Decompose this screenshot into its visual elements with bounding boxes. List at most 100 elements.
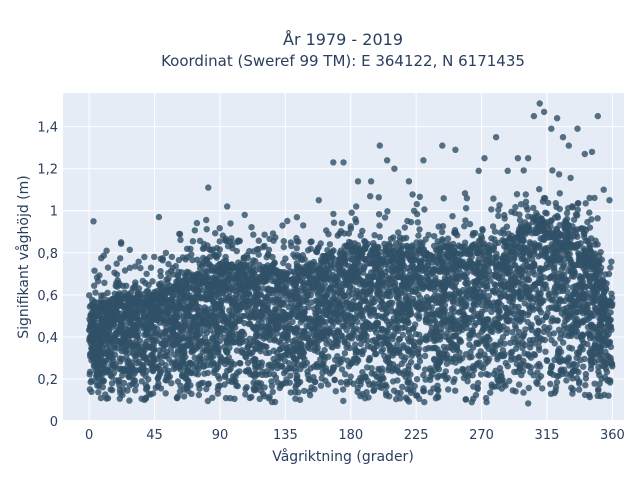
data-point: [528, 322, 534, 328]
data-point: [422, 346, 428, 352]
data-point: [301, 362, 307, 368]
data-point: [239, 349, 245, 355]
data-point: [471, 367, 477, 373]
data-point: [231, 396, 237, 402]
data-point: [580, 364, 586, 370]
data-point: [359, 351, 365, 357]
data-point: [604, 324, 610, 330]
data-point: [164, 373, 170, 379]
data-point: [271, 371, 277, 377]
data-point: [216, 270, 222, 276]
data-point: [552, 340, 558, 346]
data-point: [463, 293, 469, 299]
data-point: [286, 314, 292, 320]
data-point: [284, 337, 290, 343]
data-point: [531, 260, 537, 266]
data-point: [339, 366, 345, 372]
data-point: [475, 380, 481, 386]
data-point: [275, 354, 281, 360]
data-point: [515, 290, 521, 296]
data-point: [258, 292, 264, 298]
data-point: [453, 344, 459, 350]
data-point: [490, 343, 496, 349]
data-point: [417, 358, 423, 364]
data-point: [282, 358, 288, 364]
data-point: [87, 386, 93, 392]
data-point: [217, 301, 223, 307]
data-point: [509, 329, 515, 335]
data-point: [177, 327, 183, 333]
data-point: [448, 315, 454, 321]
data-point: [273, 324, 279, 330]
data-point: [411, 339, 417, 345]
data-point: [490, 255, 496, 261]
data-point: [311, 364, 317, 370]
data-point: [497, 315, 503, 321]
data-point: [551, 267, 557, 273]
data-point: [117, 358, 123, 364]
data-point: [108, 322, 114, 328]
data-point: [361, 297, 367, 303]
data-point: [279, 363, 285, 369]
data-point: [168, 380, 174, 386]
data-point: [240, 329, 246, 335]
data-point: [379, 300, 385, 306]
data-point: [181, 386, 187, 392]
data-point: [593, 307, 599, 313]
data-point: [358, 332, 364, 338]
data-point: [155, 375, 161, 381]
data-point: [541, 237, 547, 243]
data-point: [321, 253, 327, 259]
data-point: [175, 321, 181, 327]
data-point: [234, 304, 240, 310]
data-point: [597, 300, 603, 306]
data-point: [469, 254, 475, 260]
data-point: [483, 323, 489, 329]
data-point: [527, 305, 533, 311]
data-point: [564, 248, 570, 254]
data-point: [546, 295, 552, 301]
data-point: [290, 269, 296, 275]
data-point: [567, 231, 573, 237]
data-point: [423, 337, 429, 343]
data-point: [516, 381, 522, 387]
data-point: [346, 363, 352, 369]
data-point: [253, 288, 259, 294]
data-point: [333, 388, 339, 394]
data-point: [459, 303, 465, 309]
data-point: [251, 309, 257, 315]
data-point: [433, 324, 439, 330]
data-point: [126, 303, 132, 309]
data-point: [531, 243, 537, 249]
data-point: [489, 329, 495, 335]
data-point: [196, 392, 202, 398]
data-point: [383, 389, 389, 395]
data-point: [323, 273, 329, 279]
data-point: [536, 347, 542, 353]
data-point: [577, 276, 583, 282]
data-point: [211, 300, 217, 306]
data-point: [129, 363, 135, 369]
data-point: [366, 356, 372, 362]
data-point: [501, 282, 507, 288]
data-point: [504, 254, 510, 260]
data-point: [219, 309, 225, 315]
data-point: [432, 275, 438, 281]
data-point: [495, 328, 501, 334]
data-point: [369, 370, 375, 376]
data-point: [298, 319, 304, 325]
data-point: [210, 359, 216, 365]
data-point: [401, 357, 407, 363]
data-point: [211, 367, 217, 373]
data-point: [485, 372, 491, 378]
data-point: [452, 388, 458, 394]
data-point: [527, 341, 533, 347]
data-point: [252, 386, 258, 392]
data-point: [136, 359, 142, 365]
data-point: [126, 397, 132, 403]
data-point: [422, 353, 428, 359]
data-point: [522, 258, 528, 264]
data-point: [253, 279, 259, 285]
data-point: [446, 254, 452, 260]
